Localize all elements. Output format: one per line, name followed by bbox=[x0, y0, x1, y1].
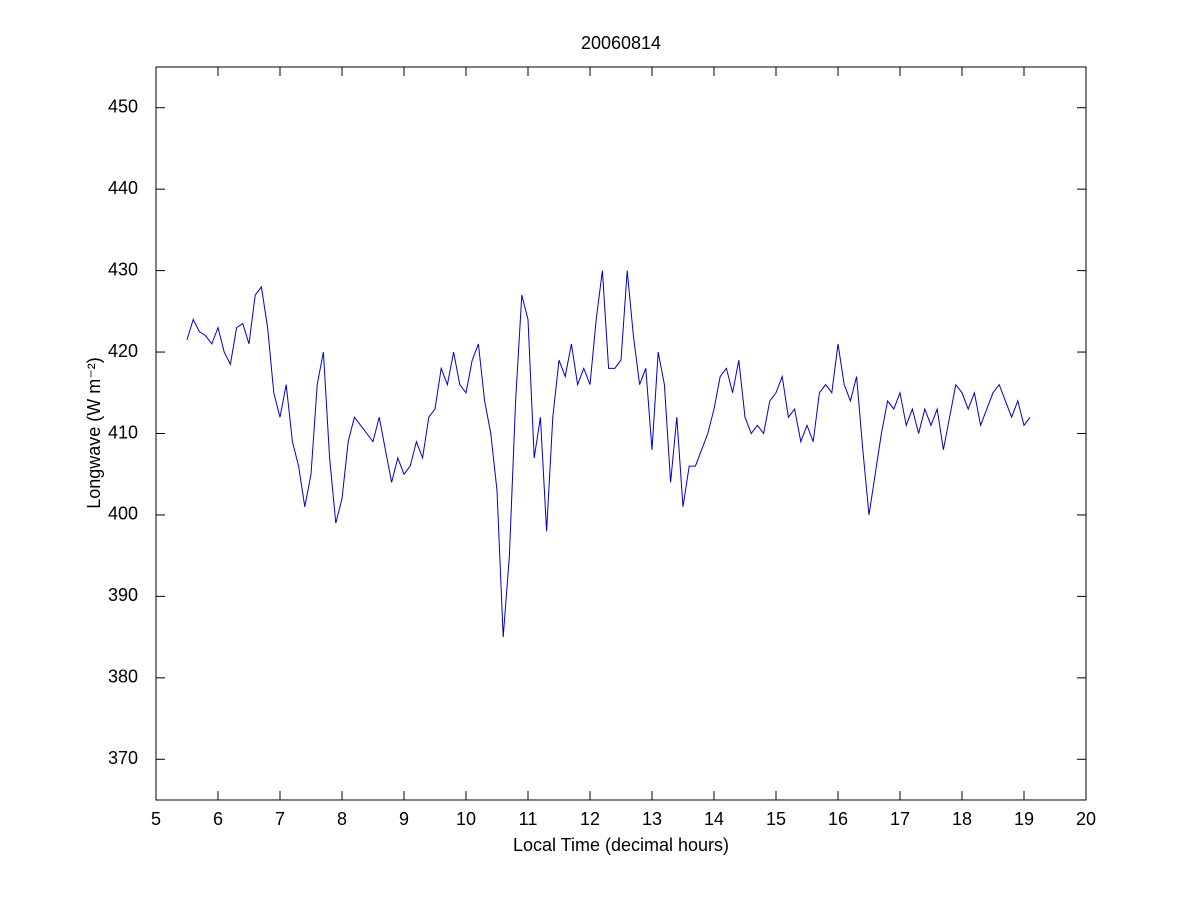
chart-title: 20060814 bbox=[581, 33, 661, 53]
x-tick-label: 9 bbox=[399, 809, 409, 829]
x-tick-label: 7 bbox=[275, 809, 285, 829]
y-tick-label: 440 bbox=[108, 178, 138, 198]
y-tick-label: 370 bbox=[108, 748, 138, 768]
data-line bbox=[186, 270, 1031, 638]
y-tick-label: 410 bbox=[108, 422, 138, 442]
x-tick-label: 14 bbox=[704, 809, 724, 829]
x-tick-label: 11 bbox=[519, 809, 538, 829]
y-tick-label: 420 bbox=[108, 341, 138, 361]
x-tick-label: 18 bbox=[952, 809, 972, 829]
x-tick-label: 17 bbox=[890, 809, 910, 829]
y-axis-label: Longwave (W m⁻²) bbox=[84, 357, 104, 509]
y-tick-label: 380 bbox=[108, 667, 138, 687]
x-axis-label: Local Time (decimal hours) bbox=[513, 835, 729, 855]
x-tick-label: 13 bbox=[642, 809, 662, 829]
y-tick-label: 390 bbox=[108, 585, 138, 605]
x-tick-label: 6 bbox=[213, 809, 223, 829]
x-tick-label: 8 bbox=[337, 809, 347, 829]
x-tick-label: 5 bbox=[151, 809, 161, 829]
x-tick-label: 10 bbox=[456, 809, 476, 829]
y-tick-label: 430 bbox=[108, 259, 138, 279]
x-tick-label: 12 bbox=[580, 809, 600, 829]
x-tick-label: 20 bbox=[1076, 809, 1096, 829]
x-tick-label: 16 bbox=[828, 809, 848, 829]
plot-area bbox=[155, 66, 1087, 801]
x-tick-label: 15 bbox=[766, 809, 786, 829]
y-tick-label: 450 bbox=[108, 96, 138, 116]
y-tick-label: 400 bbox=[108, 504, 138, 524]
x-tick-label: 19 bbox=[1014, 809, 1034, 829]
